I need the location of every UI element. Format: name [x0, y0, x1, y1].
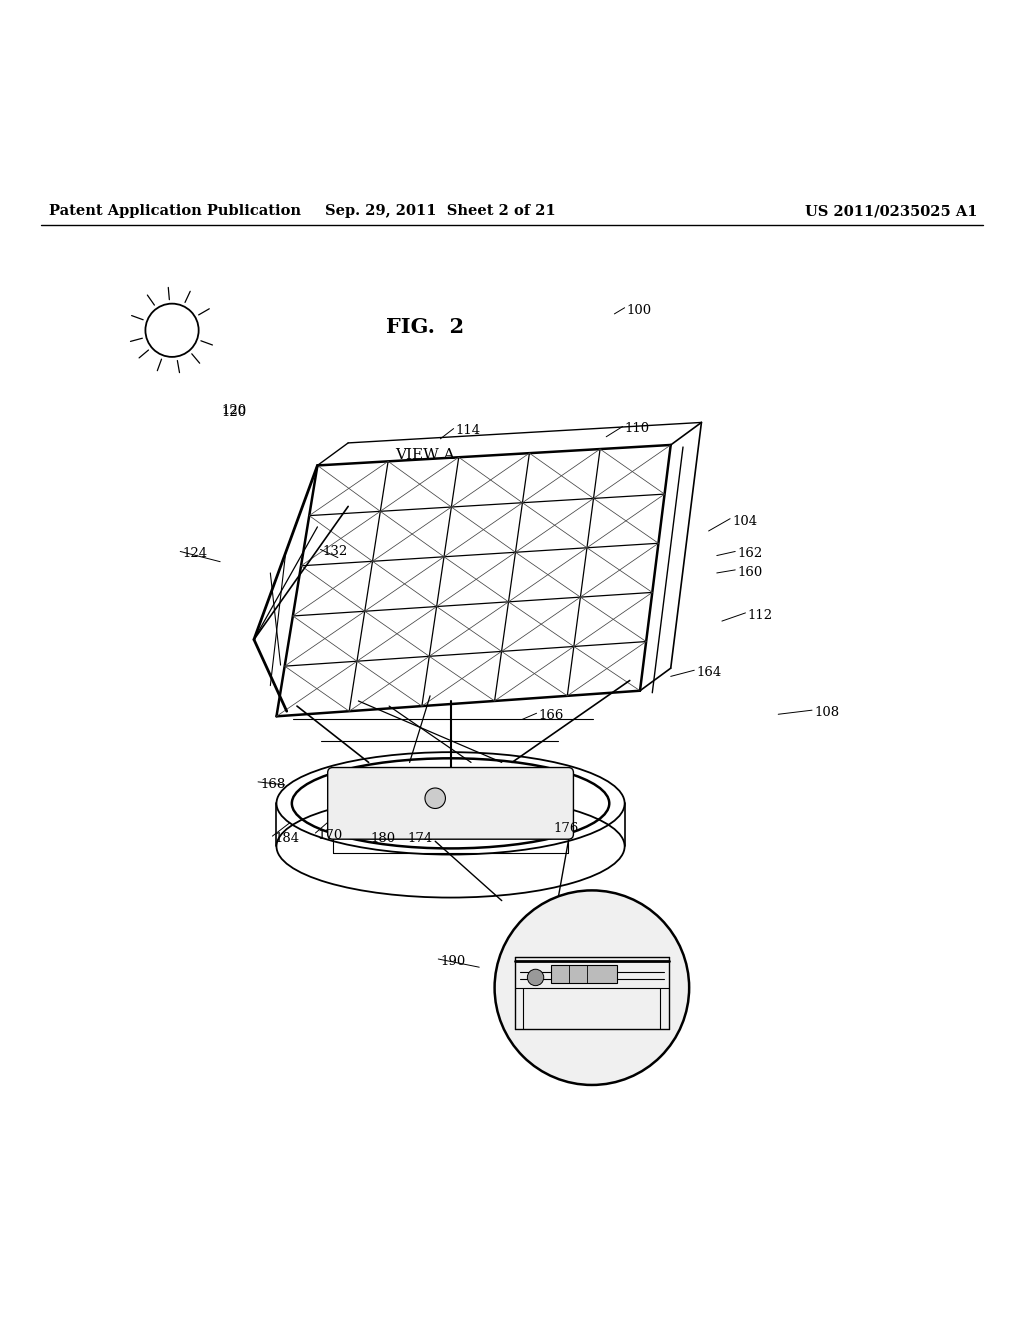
Text: 190: 190 — [440, 954, 466, 968]
Text: 176: 176 — [553, 822, 579, 834]
Text: Patent Application Publication: Patent Application Publication — [49, 205, 301, 219]
Text: Sep. 29, 2011  Sheet 2 of 21: Sep. 29, 2011 Sheet 2 of 21 — [325, 205, 556, 219]
Text: FIG.  2: FIG. 2 — [386, 317, 464, 337]
Text: 160: 160 — [737, 566, 763, 578]
Text: 162: 162 — [737, 548, 763, 561]
Circle shape — [527, 969, 544, 986]
Circle shape — [495, 891, 689, 1085]
Text: 180: 180 — [371, 832, 396, 845]
Text: VIEW A: VIEW A — [395, 449, 455, 462]
Text: 120: 120 — [221, 404, 247, 417]
Text: 114: 114 — [456, 425, 481, 437]
Text: 164: 164 — [696, 667, 722, 680]
Text: 168: 168 — [260, 777, 286, 791]
Text: 166: 166 — [539, 709, 564, 722]
Text: 132: 132 — [323, 545, 348, 558]
Circle shape — [425, 788, 445, 808]
Text: 100: 100 — [627, 304, 652, 317]
Text: US 2011/0235025 A1: US 2011/0235025 A1 — [806, 205, 978, 219]
Text: 184: 184 — [274, 832, 300, 845]
Text: 124: 124 — [182, 548, 208, 561]
FancyBboxPatch shape — [328, 767, 573, 840]
Text: 110: 110 — [625, 422, 650, 436]
FancyBboxPatch shape — [551, 965, 617, 982]
Text: 120: 120 — [221, 407, 247, 418]
Text: 170: 170 — [317, 829, 343, 842]
Text: 108: 108 — [814, 706, 840, 719]
Text: 104: 104 — [732, 515, 758, 528]
Text: 112: 112 — [748, 609, 773, 622]
Text: 174: 174 — [408, 832, 433, 845]
